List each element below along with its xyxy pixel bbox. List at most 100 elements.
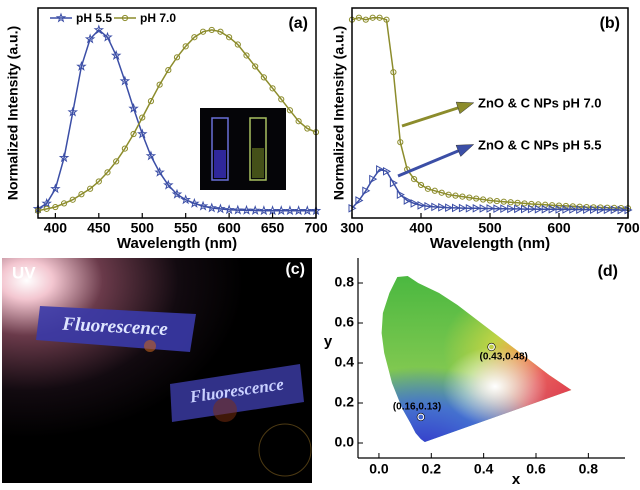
marker <box>156 81 163 88</box>
point-label: (0.16,0.13) <box>393 402 441 413</box>
arrow-head <box>455 101 475 115</box>
x-tick-label: 650 <box>261 220 285 236</box>
marker <box>473 195 480 202</box>
marker <box>60 200 68 207</box>
x-tick-label: 0.2 <box>422 461 442 477</box>
marker <box>50 183 61 194</box>
marker <box>479 204 488 213</box>
x-tick-label: 700 <box>304 220 328 236</box>
marker <box>269 85 276 92</box>
marker <box>431 187 438 194</box>
x-tick-label: 0.8 <box>579 461 599 477</box>
y-tick-label: 0.2 <box>335 394 355 410</box>
x-tick-label: 300 <box>340 220 364 236</box>
series-annotation: ZnO & C NPs pH 7.0 <box>478 95 602 110</box>
marker <box>362 16 369 23</box>
marker <box>173 54 181 61</box>
marker <box>154 166 165 177</box>
marker <box>217 28 224 35</box>
marker <box>43 205 50 212</box>
marker <box>110 49 122 60</box>
marker <box>562 205 571 214</box>
marker <box>295 118 302 125</box>
series-line <box>351 168 628 211</box>
marker <box>610 205 619 215</box>
marker <box>555 205 564 214</box>
marker <box>493 204 502 214</box>
data-point <box>417 413 425 421</box>
marker <box>41 197 52 208</box>
marker <box>445 191 452 198</box>
x-tick-label: 500 <box>131 220 155 236</box>
marker <box>390 69 397 76</box>
legend-label: pH 5.5 <box>76 11 112 25</box>
y-tick-label: 0.6 <box>335 314 355 330</box>
marker <box>486 197 494 204</box>
marker <box>411 176 418 183</box>
marker <box>241 204 252 215</box>
legend-marker <box>55 12 67 23</box>
x-tick-label: 0.4 <box>474 461 494 477</box>
marker <box>163 179 174 190</box>
marker <box>69 196 76 203</box>
marker <box>355 14 362 21</box>
x-axis-title: Wavelength (nm) <box>117 235 237 252</box>
marker <box>424 185 431 192</box>
marker <box>165 66 172 74</box>
x-tick-label: 450 <box>87 220 111 236</box>
marker <box>267 205 278 216</box>
marker <box>276 205 287 216</box>
marker <box>466 194 473 201</box>
marker <box>119 75 131 86</box>
marker <box>528 200 535 208</box>
marker <box>199 28 207 35</box>
marker <box>302 205 313 216</box>
marker <box>376 165 385 174</box>
marker <box>87 185 94 192</box>
marker <box>95 178 102 185</box>
panel-label: (c) <box>285 261 305 278</box>
marker <box>376 14 383 21</box>
plot-frame <box>351 7 629 219</box>
x-axis-title: Wavelength (nm) <box>430 235 550 252</box>
marker <box>521 204 530 214</box>
marker <box>182 43 189 50</box>
marker <box>278 96 285 103</box>
marker <box>445 203 454 213</box>
point-label: (0.43,0.48) <box>480 352 528 363</box>
marker <box>507 199 514 206</box>
marker <box>486 204 495 213</box>
y-axis-title: Normalized Intensity (a.u.) <box>331 26 347 200</box>
inset-photo <box>200 108 286 190</box>
marker <box>147 98 155 105</box>
series-line <box>351 16 629 210</box>
panel-label: (d) <box>598 263 618 280</box>
marker <box>113 158 120 165</box>
marker <box>191 34 198 41</box>
x-tick-label: 600 <box>547 220 571 236</box>
marker <box>514 199 521 206</box>
panel-label: (b) <box>600 15 620 32</box>
marker <box>583 205 592 214</box>
marker <box>369 174 378 184</box>
photo <box>2 258 312 483</box>
data-point-ring <box>416 412 425 422</box>
y-axis-title: Normalized Intensity (a.u.) <box>5 26 21 200</box>
marker <box>410 199 419 208</box>
x-tick-label: 550 <box>174 220 198 236</box>
photo-text: UV <box>12 263 36 282</box>
marker <box>465 203 474 213</box>
marker <box>180 194 191 205</box>
marker <box>617 205 626 215</box>
marker <box>527 204 536 214</box>
marker <box>389 178 398 188</box>
marker <box>130 130 137 138</box>
marker <box>500 204 509 214</box>
marker <box>67 106 78 117</box>
marker <box>76 60 87 71</box>
x-tick-label: 0.6 <box>526 461 546 477</box>
marker <box>232 204 244 215</box>
marker <box>548 204 557 214</box>
marker <box>104 169 111 176</box>
